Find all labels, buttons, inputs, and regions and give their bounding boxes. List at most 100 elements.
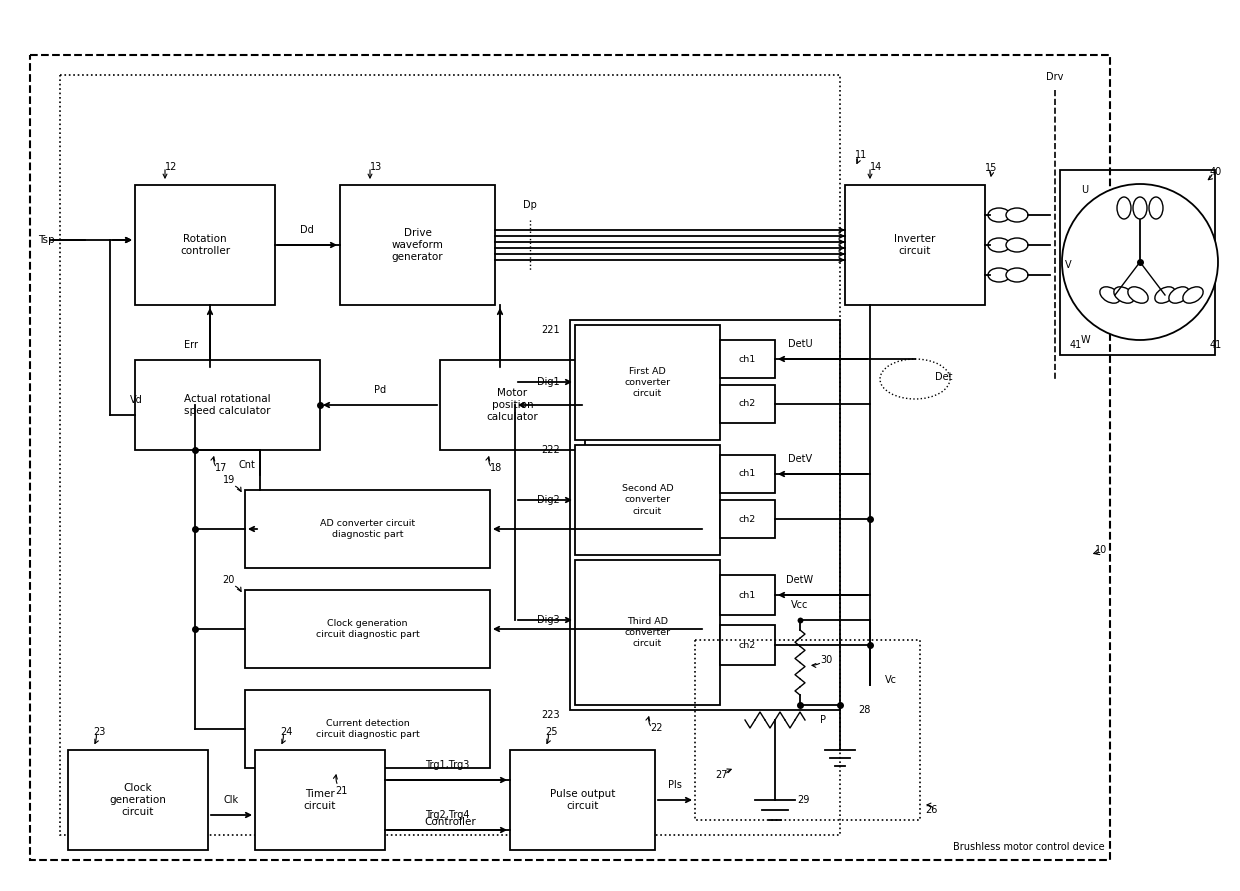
- Ellipse shape: [1006, 268, 1028, 282]
- Text: Tsp: Tsp: [38, 235, 55, 245]
- Text: Clock generation
circuit diagnostic part: Clock generation circuit diagnostic part: [316, 619, 419, 639]
- Ellipse shape: [1169, 287, 1189, 303]
- Ellipse shape: [988, 268, 1011, 282]
- Text: 11: 11: [856, 150, 867, 160]
- Text: 30: 30: [820, 655, 832, 665]
- Text: ch2: ch2: [739, 399, 756, 408]
- Text: 10: 10: [1095, 545, 1107, 555]
- Text: 23: 23: [93, 727, 105, 737]
- Text: 22: 22: [650, 723, 662, 733]
- Ellipse shape: [1133, 197, 1147, 219]
- Text: P: P: [820, 715, 826, 725]
- Text: ch1: ch1: [739, 355, 756, 364]
- Bar: [255, 750, 384, 850]
- Ellipse shape: [988, 238, 1011, 252]
- Text: Clk: Clk: [223, 795, 238, 805]
- Text: 27: 27: [715, 770, 728, 780]
- Bar: [30, 55, 1110, 860]
- Text: ch1: ch1: [739, 470, 756, 478]
- Text: Dig3: Dig3: [537, 615, 560, 625]
- Bar: [510, 750, 655, 850]
- Ellipse shape: [1154, 287, 1176, 303]
- Text: W: W: [1080, 335, 1090, 345]
- Text: DetW: DetW: [786, 575, 813, 585]
- Text: Vc: Vc: [885, 675, 897, 685]
- Text: Err: Err: [184, 340, 198, 350]
- Text: 14: 14: [870, 162, 882, 172]
- Text: Second AD
converter
circuit: Second AD converter circuit: [621, 485, 673, 516]
- Text: 41: 41: [1210, 340, 1223, 350]
- Bar: [720, 385, 775, 423]
- Text: 223: 223: [542, 710, 560, 720]
- Text: Controller: Controller: [424, 817, 476, 827]
- Text: 19: 19: [223, 475, 236, 485]
- Text: Third AD
converter
circuit: Third AD converter circuit: [625, 617, 671, 648]
- Text: 41: 41: [1070, 340, 1083, 350]
- Text: Trg2,Trg4: Trg2,Trg4: [425, 810, 469, 820]
- Ellipse shape: [1114, 287, 1135, 303]
- Bar: [60, 75, 839, 835]
- Text: Dig1: Dig1: [537, 377, 560, 387]
- Text: Dp: Dp: [523, 200, 537, 210]
- Ellipse shape: [988, 208, 1011, 222]
- Text: Brushless motor control device: Brushless motor control device: [954, 842, 1105, 852]
- Text: Motor
position
calculator: Motor position calculator: [486, 388, 538, 422]
- Bar: [246, 690, 490, 768]
- Text: Rotation
controller: Rotation controller: [180, 233, 231, 257]
- Bar: [246, 490, 490, 568]
- Text: Timer
circuit: Timer circuit: [304, 789, 336, 811]
- Bar: [68, 750, 208, 850]
- Text: 17: 17: [215, 463, 227, 473]
- Text: 26: 26: [925, 805, 937, 815]
- Text: Cnt: Cnt: [238, 460, 255, 470]
- Text: ch2: ch2: [739, 514, 756, 524]
- Text: Clock
generation
circuit: Clock generation circuit: [109, 782, 166, 817]
- Text: U: U: [1081, 185, 1089, 195]
- Text: First AD
converter
circuit: First AD converter circuit: [625, 367, 671, 398]
- Text: 12: 12: [165, 162, 177, 172]
- Text: Dd: Dd: [300, 225, 314, 235]
- Text: 222: 222: [541, 445, 560, 455]
- Circle shape: [1061, 184, 1218, 340]
- Bar: [575, 560, 720, 705]
- Text: Pls: Pls: [668, 780, 682, 790]
- Ellipse shape: [1149, 197, 1163, 219]
- Text: 21: 21: [335, 786, 347, 796]
- Text: Pd: Pd: [374, 385, 386, 395]
- Bar: [575, 445, 720, 555]
- Bar: [1060, 170, 1215, 355]
- Bar: [720, 500, 775, 538]
- Bar: [340, 185, 495, 305]
- Text: Drv: Drv: [1047, 72, 1064, 82]
- Ellipse shape: [1100, 287, 1120, 303]
- Text: Actual rotational
speed calculator: Actual rotational speed calculator: [185, 394, 270, 416]
- Bar: [720, 625, 775, 665]
- Text: 15: 15: [985, 163, 997, 173]
- Text: 29: 29: [797, 795, 810, 805]
- Text: Vd: Vd: [130, 395, 143, 405]
- Bar: [720, 575, 775, 615]
- Text: 13: 13: [370, 162, 382, 172]
- Ellipse shape: [1128, 287, 1148, 303]
- Text: Current detection
circuit diagnostic part: Current detection circuit diagnostic par…: [316, 719, 419, 739]
- Bar: [575, 325, 720, 440]
- Ellipse shape: [1117, 197, 1131, 219]
- Text: Vcc: Vcc: [791, 600, 808, 610]
- Ellipse shape: [1006, 208, 1028, 222]
- Text: 28: 28: [858, 705, 870, 715]
- Text: 221: 221: [542, 325, 560, 335]
- Text: V: V: [1065, 260, 1071, 270]
- Bar: [135, 185, 275, 305]
- Text: Det: Det: [935, 372, 952, 382]
- Text: 18: 18: [490, 463, 502, 473]
- Bar: [720, 455, 775, 493]
- Text: Pulse output
circuit: Pulse output circuit: [549, 789, 615, 811]
- Text: ch1: ch1: [739, 591, 756, 600]
- Bar: [246, 590, 490, 668]
- Text: DetU: DetU: [787, 339, 812, 349]
- Text: AD converter circuit
diagnostic part: AD converter circuit diagnostic part: [320, 519, 415, 539]
- Bar: [135, 360, 320, 450]
- Bar: [440, 360, 585, 450]
- Text: Inverter
circuit: Inverter circuit: [894, 233, 936, 257]
- Text: 25: 25: [546, 727, 558, 737]
